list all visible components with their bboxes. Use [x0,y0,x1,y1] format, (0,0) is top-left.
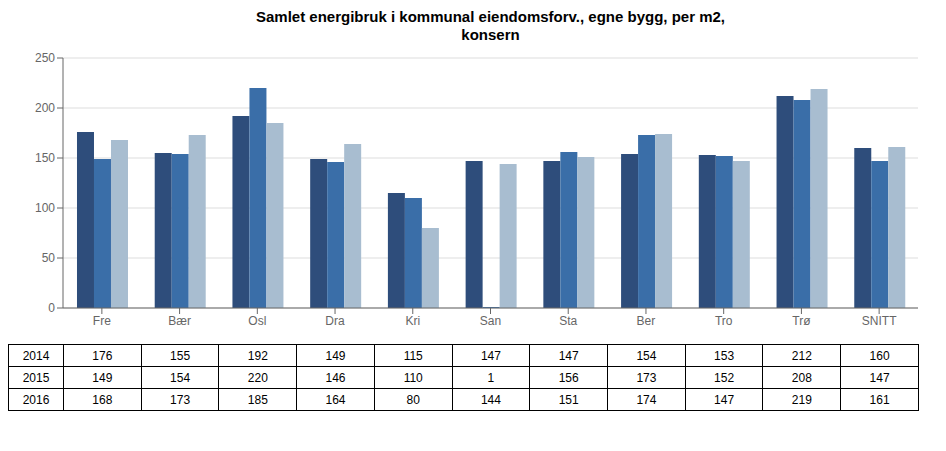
html-text:152: 152 [714,370,735,385]
html-text:164: 164 [325,392,346,407]
svg-text:Sta: Sta [559,314,577,328]
svg-text:Trø: Trø [792,314,811,328]
svg-text:San: San [480,314,501,328]
html-text:219: 219 [791,392,812,407]
html-text:192: 192 [247,348,268,363]
svg-text:150: 150 [35,151,55,165]
html-text:161: 161 [869,392,890,407]
html-text:115: 115 [403,348,423,363]
svg-text:Osl: Osl [248,314,266,328]
svg-text:0: 0 [48,301,55,315]
html-text:174: 174 [636,392,657,407]
svg-text:Bær: Bær [168,314,191,328]
html-text:147: 147 [558,348,579,363]
html-text:konsern: konsern [461,26,520,43]
html-text:151: 151 [558,392,579,407]
html-text:168: 168 [92,392,113,407]
html-text:220: 220 [247,370,268,385]
html-text:160: 160 [869,348,890,363]
html-text:153: 153 [714,348,735,363]
svg-text:Ber: Ber [637,314,656,328]
html-text:173: 173 [170,392,191,407]
svg-text:50: 50 [42,251,56,265]
html-text:Samlet energibruk i kommunal e: Samlet energibruk i kommunal eiendomsfor… [256,8,725,25]
html-text:176: 176 [92,348,113,363]
html-text:173: 173 [636,370,657,385]
html-text:146: 146 [325,370,346,385]
html-text:80: 80 [406,392,420,407]
html-text:2014: 2014 [22,348,50,363]
html-text:147: 147 [714,392,735,407]
html-text:208: 208 [791,370,812,385]
svg-text:SNITT: SNITT [862,314,897,328]
svg-text:Tro: Tro [715,314,733,328]
html-text:149: 149 [325,348,346,363]
html-text:147: 147 [480,348,501,363]
svg-text:100: 100 [35,201,55,215]
html-text:185: 185 [247,392,268,407]
html-text:154: 154 [636,348,657,363]
html-text:110: 110 [403,370,423,385]
html-text:155: 155 [170,348,191,363]
html-text:154: 154 [170,370,191,385]
html-text:144: 144 [480,392,501,407]
html-text:147: 147 [869,370,890,385]
svg-text:250: 250 [35,51,55,65]
html-text:1: 1 [487,370,495,385]
html-text:212: 212 [791,348,812,363]
html-text:2015: 2015 [22,370,50,385]
svg-text:200: 200 [35,101,55,115]
html-text:2016: 2016 [22,392,50,407]
svg-text:Kri: Kri [405,314,420,328]
svg-text:Fre: Fre [93,314,111,328]
html-text:156: 156 [558,370,579,385]
html-text:149: 149 [92,370,113,385]
svg-text:Dra: Dra [325,314,345,328]
